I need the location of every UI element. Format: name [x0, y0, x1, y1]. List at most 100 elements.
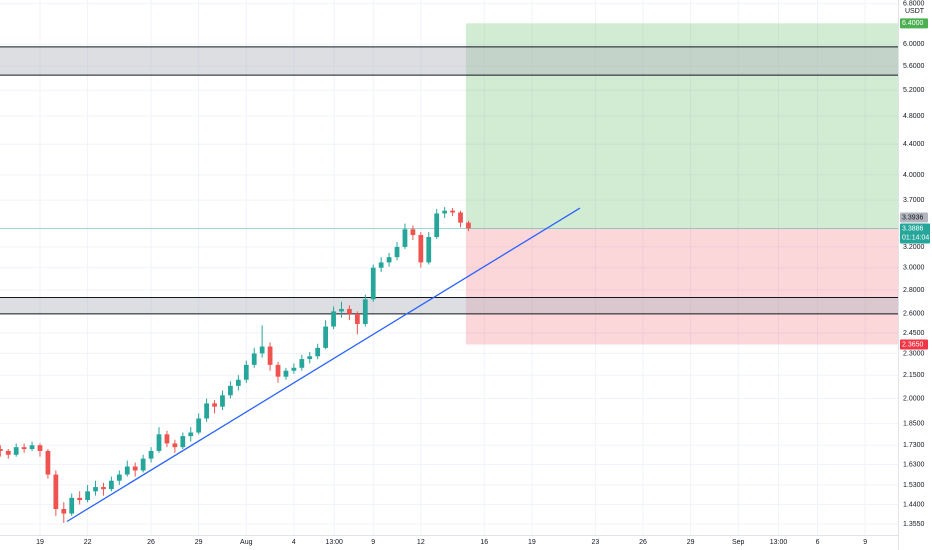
x-tick-label: 22: [84, 539, 92, 546]
candle-body: [212, 403, 217, 407]
zone: [0, 46, 898, 76]
x-tick-label: 26: [639, 539, 647, 546]
candle-body: [45, 450, 51, 475]
candle-body: [204, 403, 209, 419]
marker-price-label-bg: [900, 212, 928, 223]
candle-body: [283, 370, 289, 377]
y-tick-label: 5.2000: [903, 87, 925, 94]
candle-body: [251, 353, 257, 365]
candle-body: [442, 210, 448, 214]
y-tick-label: 2.0000: [903, 395, 925, 402]
x-tick-label: 26: [147, 539, 155, 546]
candle-body: [220, 395, 225, 407]
y-tick-label: 1.4400: [903, 501, 925, 508]
candle-body: [307, 356, 313, 360]
candle-body: [275, 364, 281, 377]
candle-body: [410, 229, 416, 236]
candle-body: [323, 326, 329, 348]
candle-body: [101, 487, 106, 490]
candle-body: [29, 445, 35, 450]
candle-body: [13, 447, 19, 455]
x-tick-label: 16: [480, 539, 488, 546]
x-tick-label: 6: [816, 539, 820, 546]
x-tick-label: 9: [371, 539, 375, 546]
candle-body: [339, 308, 344, 312]
x-tick-label: 23: [591, 539, 599, 546]
x-tick-label: 13:00: [325, 539, 343, 546]
candle-body: [243, 364, 249, 380]
stop-label-bg: [900, 339, 928, 350]
candle-body: [235, 379, 241, 386]
candle-body: [69, 497, 75, 514]
candle-body: [402, 229, 408, 247]
countdown: 01:14:04: [902, 234, 929, 241]
y-tick-label: 4.4000: [903, 141, 925, 148]
y-tick-label: 2.1500: [903, 372, 925, 379]
y-tick-label: 3.0000: [903, 265, 925, 272]
candle-body: [291, 367, 297, 371]
y-tick-label: 2.8000: [903, 287, 925, 294]
candle-body: [259, 346, 265, 354]
y-tick-label: 1.6300: [903, 461, 925, 468]
x-tick-label: 12: [417, 539, 425, 546]
candle-body: [299, 359, 305, 368]
candle-body: [362, 299, 368, 324]
candle-body: [148, 450, 154, 459]
y-tick-label: 1.3550: [903, 521, 925, 528]
candle-body: [77, 497, 83, 501]
target-zone: [465, 23, 898, 229]
candle-body: [228, 385, 233, 396]
candle-body: [267, 346, 273, 365]
candle-body: [394, 246, 400, 258]
y-tick-label: 4.8000: [903, 113, 925, 120]
candle-body: [5, 450, 11, 455]
x-tick-label: Aug: [240, 539, 253, 546]
candle-body: [109, 480, 114, 490]
x-tick-label: 9: [863, 539, 867, 546]
x-tick-label: 19: [36, 539, 44, 546]
y-tick-label: 6.8000: [903, 1, 925, 8]
trendline: [66, 207, 581, 523]
marker-price-label: 3.3936: [902, 214, 924, 221]
last-price-bg: [900, 223, 930, 244]
x-tick-label: Sep: [732, 539, 745, 546]
x-tick-label: 19: [528, 539, 536, 546]
candle-body: [378, 262, 384, 268]
y-tick-label: 2.6000: [903, 311, 925, 318]
candle-body: [0, 449, 3, 451]
candle-body: [53, 474, 59, 509]
candle-body: [93, 487, 98, 492]
x-tick-label: 29: [195, 539, 203, 546]
candle-body: [331, 311, 336, 327]
candle-body: [418, 235, 424, 263]
candle-body: [370, 267, 376, 300]
candle-body: [156, 434, 162, 451]
candle-body: [458, 212, 463, 223]
y-tick-label: 2.3000: [903, 350, 925, 357]
candle-body: [37, 445, 43, 451]
y-tick-label: 6.0000: [903, 41, 925, 48]
candle-body: [466, 222, 471, 229]
y-tick-label: 4.0000: [903, 172, 925, 179]
candle-body: [386, 257, 392, 263]
candle-body: [21, 447, 27, 450]
stop-zone: [465, 228, 898, 345]
y-tick-label: 3.7000: [903, 197, 925, 204]
candle-body: [140, 458, 146, 471]
last-price-label: 3.3886: [902, 225, 924, 232]
candle-body: [116, 474, 122, 481]
candle-body: [347, 308, 352, 314]
candle-body: [132, 466, 138, 471]
candle-body: [426, 236, 432, 263]
candle-body: [180, 436, 186, 448]
zone: [0, 297, 898, 314]
y-tick-label: 1.5300: [903, 482, 925, 489]
y-tick-label: 2.4500: [903, 330, 925, 337]
y-tick-label: 1.7300: [903, 442, 925, 449]
candle-body: [124, 466, 130, 475]
target-label: 6.4000: [902, 20, 924, 27]
x-tick-label: 29: [687, 539, 695, 546]
candle-body: [354, 313, 360, 324]
